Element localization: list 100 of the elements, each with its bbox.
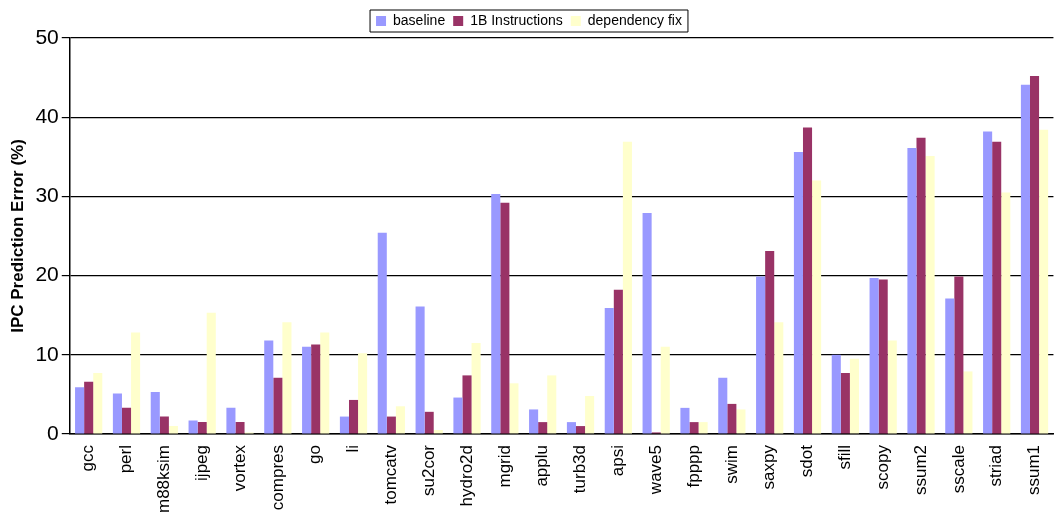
bar: [1029, 76, 1040, 434]
bar: [802, 127, 813, 434]
bar: [471, 342, 481, 434]
bar: [424, 411, 434, 434]
bar: [916, 137, 926, 434]
x-tick-label: go: [305, 444, 325, 464]
x-tick-label: compres: [267, 444, 287, 511]
bar: [273, 377, 283, 434]
x-tick-label: ijpeg: [191, 444, 211, 481]
bar: [348, 399, 359, 434]
bar: [887, 340, 897, 434]
bar: [604, 308, 614, 434]
bar: [386, 416, 396, 434]
bar: [168, 426, 178, 434]
x-tick-label: saxpy: [759, 444, 779, 490]
bar: [150, 392, 160, 434]
legend-label: 1B Instructions: [470, 11, 563, 28]
x-tick-label: wave5: [645, 444, 665, 496]
x-tick-label: sscale: [948, 444, 968, 494]
bar: [660, 346, 670, 434]
y-tick-label: 30: [35, 183, 59, 207]
x-tick-label: sfill: [835, 444, 855, 470]
bar: [945, 298, 955, 434]
y-tick-label: 0: [47, 420, 59, 444]
bar: [320, 332, 330, 434]
x-tick-label: swim: [721, 444, 741, 484]
bar: [339, 416, 349, 434]
bar: [585, 395, 595, 434]
x-tick-label: m88ksim: [154, 444, 174, 514]
x-tick-label: su2cor: [418, 444, 438, 497]
bar: [756, 276, 766, 434]
bar: [500, 202, 510, 434]
bar: [206, 312, 216, 434]
bar: [547, 375, 557, 434]
x-tick-label: hydro2d: [456, 444, 476, 507]
x-tick-label: apsi: [608, 444, 628, 477]
bar: [159, 416, 169, 434]
legend-label: baseline: [393, 11, 446, 28]
bar: [718, 377, 728, 434]
bar: [226, 407, 236, 434]
bar: [311, 344, 321, 434]
bar: [282, 322, 292, 434]
bar: [453, 397, 463, 434]
bar: [529, 409, 539, 434]
y-tick-label: 20: [35, 262, 59, 286]
bar: [121, 407, 132, 434]
bar: [302, 346, 312, 434]
bar: [538, 422, 548, 434]
bar: [415, 306, 425, 434]
bar: [642, 213, 652, 434]
x-tick-label: scopy: [872, 444, 892, 490]
bar: [774, 322, 784, 434]
bar: [197, 422, 207, 434]
bar: [188, 420, 198, 434]
bar: [954, 276, 964, 434]
bar: [235, 422, 245, 434]
bar: [849, 358, 859, 434]
bar: [812, 180, 822, 434]
bar: [377, 232, 387, 434]
bar: [869, 277, 879, 434]
bar: [689, 422, 699, 434]
bar: [566, 422, 576, 434]
bar: [75, 387, 85, 434]
bar: [491, 194, 501, 434]
bar: [622, 141, 632, 434]
x-tick-label: perl: [116, 444, 136, 474]
bar: [907, 148, 917, 434]
bar: [831, 354, 841, 434]
bar: [793, 152, 803, 434]
x-tick-label: sdot: [797, 444, 817, 478]
y-axis-title: IPC Prediction Error (%): [7, 139, 27, 333]
x-tick-label: fpppp: [683, 444, 703, 488]
bar: [131, 332, 141, 434]
x-tick-label: vortex: [229, 444, 249, 492]
bar: [575, 426, 586, 434]
x-tick-label: mgrid: [494, 444, 514, 488]
legend-label: dependency fix: [587, 11, 682, 28]
x-tick-label: ssum2: [910, 444, 930, 496]
bar: [736, 409, 746, 434]
bar: [112, 393, 122, 434]
bar: [1001, 192, 1011, 434]
bar: [698, 422, 708, 434]
x-tick-label: tomcatv: [381, 444, 401, 505]
x-tick-label: striad: [986, 444, 1006, 487]
bar: [509, 383, 519, 434]
bar: [1039, 129, 1049, 434]
bar: [680, 407, 690, 434]
bar: [613, 289, 623, 434]
bar: [878, 279, 888, 434]
bar: [983, 131, 993, 434]
x-tick-label: ssum1: [1024, 444, 1044, 496]
bar: [1020, 84, 1030, 434]
x-tick-label: turb3d: [570, 444, 590, 494]
bar: [84, 381, 94, 434]
bar: [395, 406, 405, 434]
y-tick-label: 40: [35, 104, 59, 127]
bar: [727, 403, 737, 434]
bar: [925, 156, 935, 434]
bar: [992, 141, 1002, 434]
bar: [358, 353, 368, 434]
